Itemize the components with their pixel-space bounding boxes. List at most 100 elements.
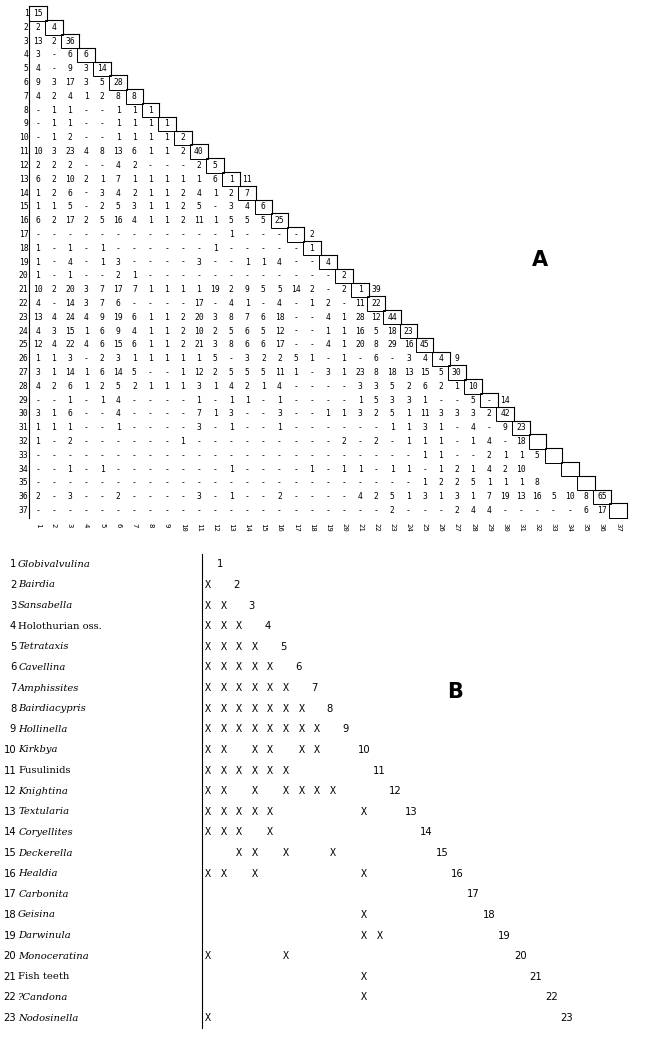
Text: 3: 3 [326, 368, 330, 377]
Text: 1: 1 [84, 327, 88, 335]
Text: 20: 20 [194, 313, 204, 322]
Text: -: - [99, 120, 105, 128]
Text: 3: 3 [358, 410, 363, 418]
Bar [255, 200, 272, 214]
Text: 1: 1 [261, 257, 266, 267]
Text: -: - [502, 507, 508, 515]
Text: 4: 4 [277, 382, 282, 391]
Text: 21: 21 [19, 285, 29, 294]
Text: 3: 3 [196, 257, 202, 267]
Text: X: X [205, 704, 211, 714]
Text: 1: 1 [35, 437, 40, 446]
Text: 2: 2 [454, 507, 460, 515]
Text: -: - [196, 437, 202, 446]
Text: 1: 1 [164, 174, 169, 184]
Text: 12: 12 [274, 327, 285, 335]
Text: 1: 1 [68, 120, 72, 128]
Text: 20: 20 [65, 285, 75, 294]
Text: 17: 17 [194, 298, 204, 308]
Text: -: - [116, 437, 121, 446]
Text: X: X [361, 972, 367, 982]
Text: -: - [148, 424, 153, 432]
Text: Healdia: Healdia [18, 869, 58, 879]
Text: 8: 8 [229, 341, 233, 349]
Text: 8: 8 [99, 147, 105, 157]
Text: 2: 2 [35, 161, 40, 170]
Text: 1: 1 [358, 285, 363, 294]
Text: 1: 1 [406, 410, 411, 418]
Text: -: - [51, 395, 57, 405]
Text: 28: 28 [19, 382, 29, 391]
Text: -: - [164, 424, 169, 432]
Text: -: - [35, 230, 40, 239]
Text: 4: 4 [438, 354, 443, 364]
Text: 1: 1 [68, 271, 72, 281]
Text: 5: 5 [213, 354, 218, 364]
Text: -: - [293, 465, 298, 474]
Text: 10: 10 [32, 147, 43, 157]
Bar [593, 490, 611, 504]
Text: -: - [309, 451, 314, 460]
Text: -: - [84, 395, 88, 405]
Text: -: - [454, 424, 460, 432]
Text: -: - [261, 395, 266, 405]
Text: 1: 1 [68, 106, 72, 115]
Text: 2: 2 [84, 174, 88, 184]
Text: -: - [309, 271, 314, 281]
Text: -: - [326, 354, 330, 364]
Text: 18: 18 [482, 910, 495, 920]
Text: X: X [236, 683, 242, 693]
Bar [125, 89, 143, 104]
Text: 17: 17 [597, 507, 607, 515]
Text: -: - [84, 133, 88, 142]
Text: -: - [51, 437, 57, 446]
Text: -: - [164, 368, 169, 377]
Text: -: - [148, 465, 153, 474]
Text: 23: 23 [404, 327, 413, 335]
Text: -: - [180, 244, 185, 252]
Text: -: - [99, 161, 105, 170]
Text: -: - [309, 492, 314, 501]
Text: 5: 5 [261, 217, 266, 225]
Text: 1: 1 [390, 424, 395, 432]
Text: X: X [205, 662, 211, 673]
Text: -: - [116, 507, 121, 515]
Text: 4: 4 [471, 424, 475, 432]
Text: 2: 2 [51, 174, 57, 184]
Text: 13: 13 [32, 313, 43, 322]
Text: X: X [236, 642, 242, 652]
Text: 2: 2 [68, 437, 72, 446]
Text: -: - [84, 478, 88, 488]
Text: 1: 1 [213, 244, 218, 252]
Text: -: - [293, 382, 298, 391]
Text: 23: 23 [517, 424, 526, 432]
Text: 2: 2 [99, 354, 105, 364]
Text: 2: 2 [35, 492, 40, 501]
Bar [239, 186, 256, 200]
Text: -: - [374, 478, 379, 488]
Text: 3: 3 [35, 410, 40, 418]
Text: 6: 6 [10, 662, 16, 673]
Text: -: - [132, 257, 137, 267]
Text: X: X [283, 704, 289, 714]
Text: X: X [205, 765, 211, 776]
Text: -: - [293, 271, 298, 281]
Text: 1: 1 [99, 465, 105, 474]
Text: -: - [148, 271, 153, 281]
Text: 1: 1 [341, 354, 346, 364]
Text: X: X [252, 683, 258, 693]
Text: X: X [220, 807, 227, 817]
Text: 1: 1 [229, 395, 233, 405]
Text: 5: 5 [535, 451, 540, 460]
Text: 2: 2 [438, 382, 443, 391]
Text: X: X [252, 869, 258, 879]
Text: 3: 3 [35, 368, 40, 377]
Text: -: - [261, 478, 266, 488]
Text: -: - [309, 410, 314, 418]
Text: -: - [164, 161, 169, 170]
Text: 15: 15 [3, 848, 16, 858]
Text: 5: 5 [99, 78, 105, 87]
Text: 24: 24 [406, 523, 411, 532]
Text: -: - [293, 298, 298, 308]
Text: -: - [51, 230, 57, 239]
